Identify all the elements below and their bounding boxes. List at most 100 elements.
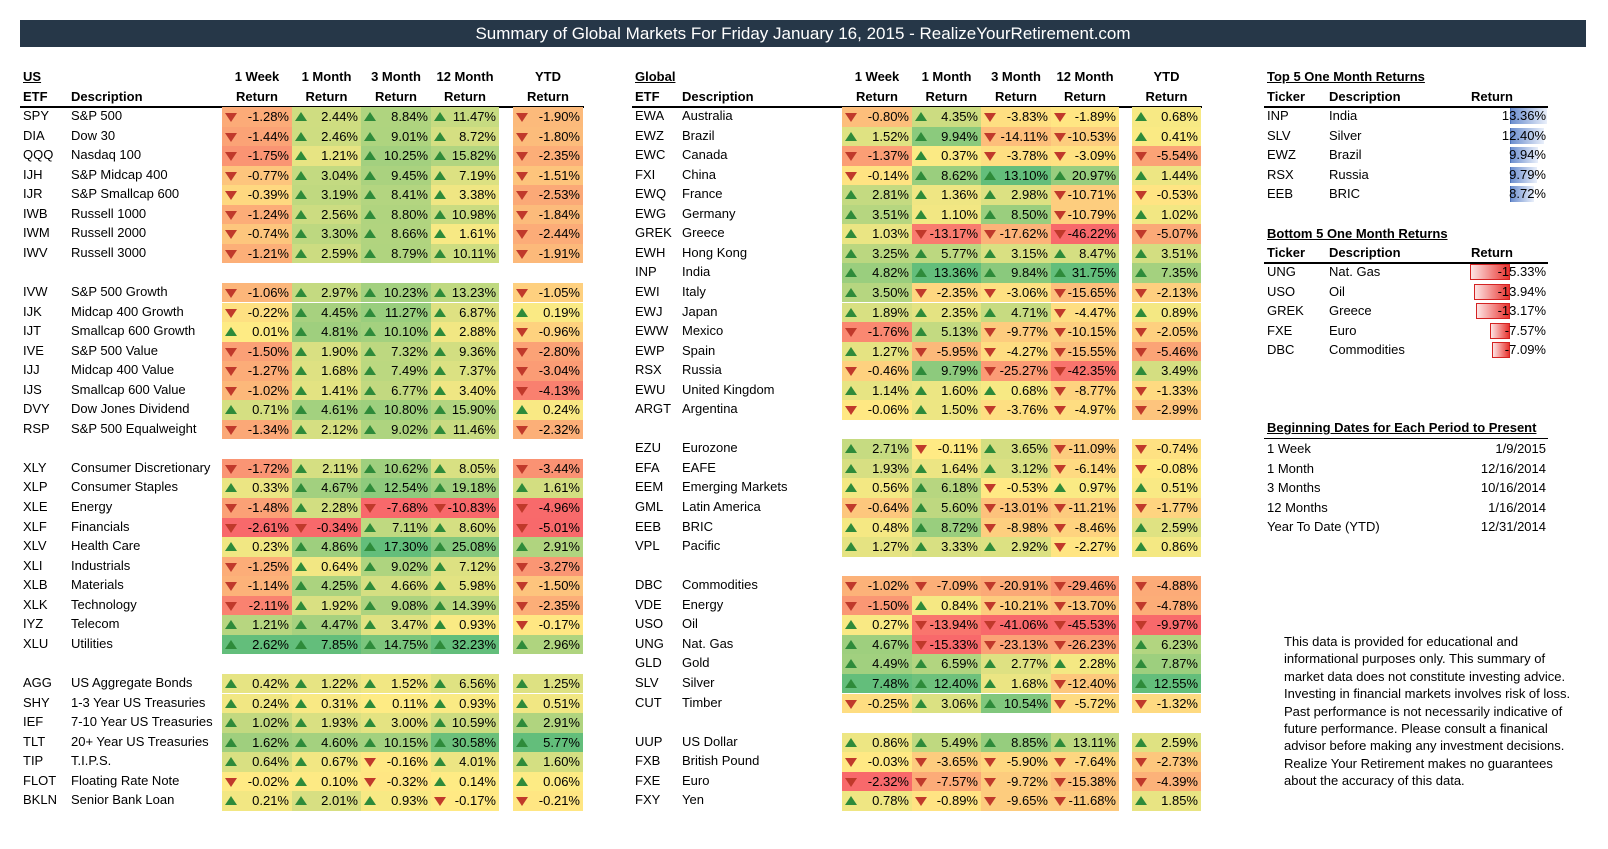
global-ticker: UNG [635, 635, 664, 651]
global-ticker: EZU [635, 440, 661, 456]
down-arrow-icon [984, 504, 996, 513]
us-return-value: 5.77% [543, 734, 580, 750]
global-return-value: 2.81% [872, 187, 909, 203]
up-arrow-icon [434, 718, 446, 728]
global-return-value: -15.38% [1067, 773, 1116, 789]
us-return-value: 10.11% [452, 245, 496, 261]
us-return-cell: 10.59% [431, 713, 499, 733]
us-return-cell: 0.10% [292, 771, 361, 792]
global-return-value: 0.89% [1161, 304, 1198, 320]
global-return-value: -0.14% [867, 167, 909, 183]
global-return-value: 4.82% [872, 265, 909, 281]
global-ticker: EWJ [635, 303, 663, 319]
global-return-value: -0.08% [1156, 460, 1198, 476]
us-return-value: -0.39% [247, 187, 289, 203]
us-return-cell: 7.32% [361, 341, 431, 362]
global-ticker: GML [635, 499, 664, 514]
us-return-value: -0.74% [247, 226, 289, 242]
global-return-value: -1.37% [867, 148, 909, 164]
global-col-return-1: Return [925, 89, 968, 104]
up-arrow-icon [845, 620, 857, 630]
global-return-value: 2.28% [1079, 656, 1116, 672]
up-arrow-icon [516, 757, 528, 767]
up-arrow-icon [434, 678, 446, 688]
down-arrow-icon [1054, 328, 1066, 338]
us-return-cell: -10.83% [431, 498, 499, 518]
up-arrow-icon [516, 307, 528, 317]
global-return-cell: -10.15% [1051, 322, 1119, 342]
global-return-cell: -0.08% [1132, 458, 1201, 479]
up-arrow-icon [225, 620, 237, 630]
up-arrow-icon [364, 287, 376, 297]
us-return-value: -2.44% [538, 226, 580, 242]
us-return-value: 5.98% [459, 578, 496, 594]
global-ticker: VDE [635, 596, 662, 612]
up-arrow-icon [295, 463, 307, 473]
global-return-cell: -13.94% [912, 615, 981, 635]
global-return-cell: 2.81% [842, 185, 912, 205]
up-arrow-icon [984, 170, 996, 180]
us-return-value: -3.27% [538, 558, 580, 574]
down-arrow-icon [1054, 582, 1066, 592]
global-description: Latin America [682, 499, 761, 514]
us-return-value: 6.56% [459, 675, 496, 691]
global-return-cell: -25.27% [981, 361, 1051, 381]
global-return-cell: 9.84% [981, 263, 1051, 283]
up-arrow-icon [434, 405, 446, 415]
up-arrow-icon [295, 503, 307, 512]
us-return-value: 4.01% [459, 754, 496, 770]
up-arrow-icon [434, 483, 446, 493]
up-arrow-icon [295, 190, 307, 200]
us-return-cell: 25.08% [431, 537, 499, 557]
us-return-value: 1.02% [252, 715, 289, 731]
global-return-value: 2.59% [1161, 734, 1198, 750]
us-return-value: -2.53% [538, 187, 580, 203]
up-arrow-icon [434, 561, 446, 571]
bottom5-title: Bottom 5 One Month Returns [1267, 226, 1448, 241]
global-return-cell: -2.13% [1132, 282, 1201, 303]
global-return-cell: 1.85% [1132, 791, 1201, 811]
down-arrow-icon [225, 308, 237, 318]
up-arrow-icon [225, 796, 237, 806]
global-return-cell: -6.14% [1051, 458, 1119, 479]
period-start-date: 1/16/2014 [1488, 499, 1546, 515]
global-ticker: VPL [635, 538, 660, 554]
global-return-cell: 0.89% [1132, 302, 1201, 322]
global-ticker: CUT [635, 694, 662, 710]
global-return-value: 1.93% [872, 460, 909, 476]
us-return-cell: 4.25% [292, 576, 361, 596]
global-description-header: Description [682, 89, 754, 104]
up-arrow-icon [845, 268, 857, 278]
us-return-cell: 8.05% [431, 458, 499, 479]
us-ticker: XLF [23, 518, 47, 534]
us-return-cell: 2.01% [292, 791, 361, 811]
us-return-cell: 5.77% [513, 732, 583, 753]
global-return-value: -1.76% [867, 324, 909, 340]
global-return-value: 0.41% [1161, 128, 1198, 144]
global-ticker: EWA [635, 108, 665, 123]
up-arrow-icon [295, 698, 307, 708]
up-arrow-icon [1135, 112, 1147, 121]
up-arrow-icon [915, 307, 927, 317]
us-description: Consumer Staples [71, 479, 178, 495]
us-ticker: XLU [23, 635, 49, 651]
us-return-value: 17.30% [383, 539, 428, 555]
global-return-cell: -1.50% [842, 595, 912, 616]
us-return-value: 2.59% [321, 245, 358, 261]
global-col-return-4: Return [1145, 89, 1188, 104]
up-arrow-icon [364, 366, 376, 376]
global-return-value: 9.84% [1011, 265, 1048, 281]
us-return-value: 1.62% [252, 734, 289, 750]
top5-ticker: SLV [1267, 127, 1291, 143]
global-ticker: EWW [635, 323, 669, 339]
us-return-cell: 10.62% [361, 458, 431, 479]
global-return-cell: -7.09% [912, 576, 981, 596]
global-return-cell: 1.03% [842, 224, 912, 244]
up-arrow-icon [915, 131, 927, 141]
global-description: Energy [682, 596, 724, 612]
us-return-cell: -3.44% [513, 458, 583, 479]
us-return-cell: -1.02% [222, 380, 292, 401]
down-arrow-icon [845, 504, 857, 513]
us-ticker: IVW [23, 283, 48, 299]
global-description: China [682, 166, 716, 182]
